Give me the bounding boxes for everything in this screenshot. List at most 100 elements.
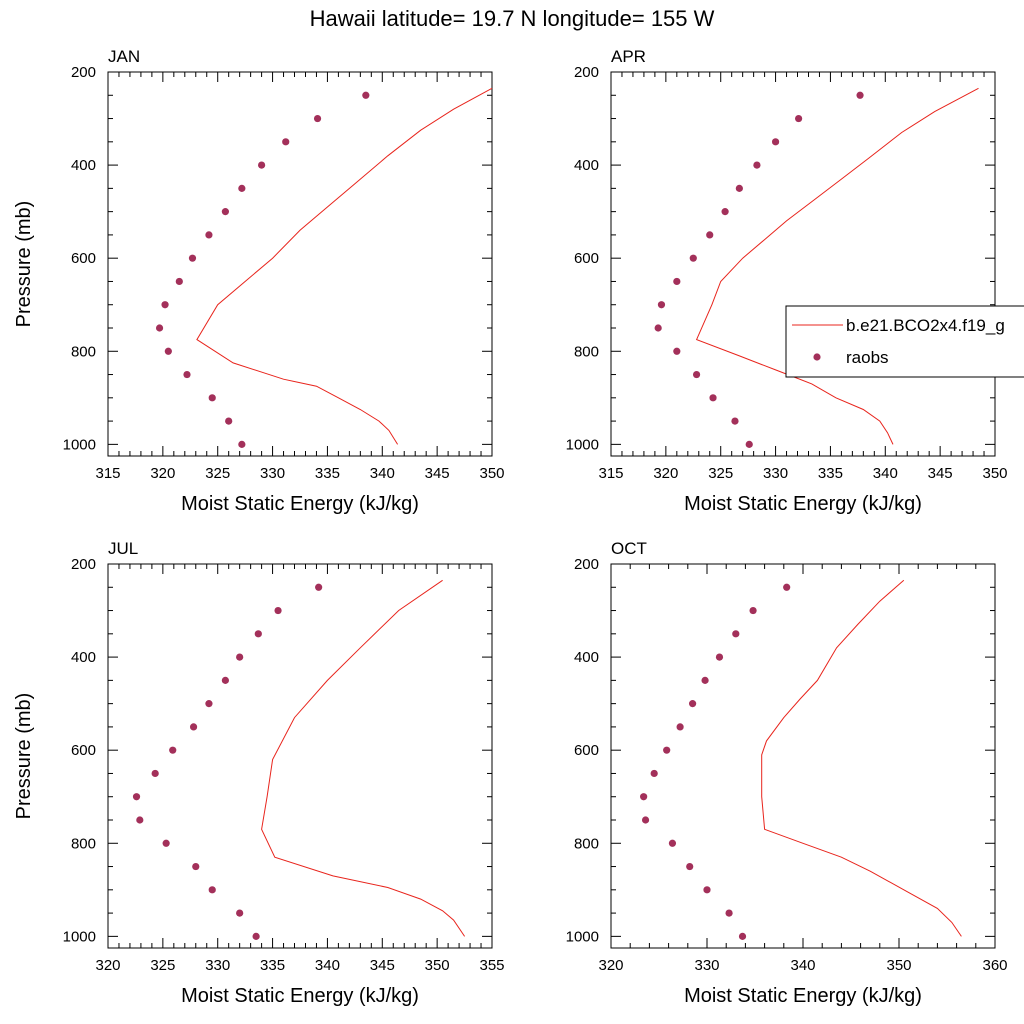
y-tick-label: 800 xyxy=(574,343,599,360)
obs-point xyxy=(221,676,229,684)
obs-point xyxy=(721,208,729,216)
y-tick-label: 1000 xyxy=(63,928,96,945)
y-tick-label: 400 xyxy=(574,157,599,174)
obs-point xyxy=(175,277,183,286)
x-tick-label: 345 xyxy=(928,465,953,482)
obs-point xyxy=(208,886,216,894)
x-axis-label: Moist Static Energy (kJ/kg) xyxy=(684,493,922,515)
obs-point xyxy=(654,324,662,332)
obs-point xyxy=(238,184,246,192)
x-tick-label: 340 xyxy=(873,465,898,482)
obs-point xyxy=(783,583,791,591)
obs-point xyxy=(668,839,677,847)
panel-apr: APR 315 320 325 330 335 340 345 350 200 400 600 800 1… xyxy=(566,47,1008,515)
obs-point xyxy=(282,138,290,146)
plot-frame xyxy=(107,71,493,457)
obs-point xyxy=(362,91,370,99)
legend-model-label: b.e21.BCO2x4.f19_g xyxy=(846,316,1005,335)
obs-point xyxy=(753,161,761,169)
plot-frame xyxy=(107,563,493,949)
obs-point xyxy=(189,723,198,731)
obs-point xyxy=(136,816,144,824)
x-tick-label: 340 xyxy=(790,957,815,974)
x-tick-label: 330 xyxy=(763,465,788,482)
obs-point xyxy=(236,653,244,661)
x-tick-label: 325 xyxy=(708,465,733,482)
obs-point xyxy=(169,746,177,754)
obs-point xyxy=(183,370,191,379)
obs-point xyxy=(221,208,229,216)
panels: JAN 315 320 325 330 335 340 345 350 200 400 600 800 1… xyxy=(13,47,1008,1007)
obs-point xyxy=(313,114,322,123)
x-tick-label: 345 xyxy=(370,957,395,974)
y-tick-label: 200 xyxy=(71,64,96,81)
x-axis-label: Moist Static Energy (kJ/kg) xyxy=(684,985,922,1007)
obs-point xyxy=(706,231,714,239)
obs-point xyxy=(162,839,170,847)
obs-point xyxy=(161,301,169,309)
y-axis-label: Pressure (mb) xyxy=(13,693,35,820)
x-tick-label: 330 xyxy=(694,957,719,974)
x-tick-label: 335 xyxy=(315,465,340,482)
obs-point xyxy=(673,277,681,286)
x-tick-label: 350 xyxy=(425,957,450,974)
y-tick-label: 600 xyxy=(71,250,96,267)
obs-point xyxy=(771,138,780,146)
x-tick-label: 330 xyxy=(260,465,285,482)
panel-title: JAN xyxy=(108,47,140,66)
y-tick-label: 200 xyxy=(574,64,599,81)
obs-point xyxy=(686,862,694,871)
panel-jul: JUL 320 325 330 335 340 345 350 355 200 400 600 800 1… xyxy=(13,539,505,1007)
obs-point xyxy=(315,583,323,591)
obs-point xyxy=(205,700,213,708)
y-tick-label: 1000 xyxy=(63,436,96,453)
obs-point xyxy=(208,394,216,402)
obs-point xyxy=(731,417,739,425)
y-tick-label: 600 xyxy=(71,742,96,759)
model-line xyxy=(761,579,962,937)
obs-point xyxy=(274,606,282,615)
obs-point xyxy=(709,394,717,402)
obs-point xyxy=(745,440,753,448)
figure-title: Hawaii latitude= 19.7 N longitude= 155 W xyxy=(310,6,715,31)
panel-jan: JAN 315 320 325 330 335 340 345 350 200 400 600 800 1… xyxy=(13,47,505,515)
obs-point xyxy=(725,909,733,917)
x-tick-label: 355 xyxy=(479,957,504,974)
obs-point xyxy=(703,886,711,894)
obs-point xyxy=(676,723,684,731)
obs-point xyxy=(663,746,671,754)
x-axis-label: Moist Static Energy (kJ/kg) xyxy=(181,493,419,515)
obs-point xyxy=(205,231,213,239)
obs-point xyxy=(701,676,709,684)
y-tick-label: 800 xyxy=(71,835,96,852)
x-tick-label: 330 xyxy=(205,957,230,974)
legend: b.e21.BCO2x4.f19_g raobs xyxy=(785,305,1024,378)
obs-point xyxy=(692,370,701,379)
obs-point xyxy=(640,793,648,801)
x-tick-label: 320 xyxy=(95,957,120,974)
panel-title: JUL xyxy=(108,539,138,558)
x-tick-label: 335 xyxy=(260,957,285,974)
y-tick-label: 600 xyxy=(574,742,599,759)
obs-point xyxy=(749,606,757,615)
obs-point xyxy=(650,769,658,778)
x-tick-label: 320 xyxy=(150,465,175,482)
x-tick-label: 360 xyxy=(982,957,1007,974)
obs-point xyxy=(254,630,262,638)
x-tick-label: 325 xyxy=(150,957,175,974)
y-tick-label: 1000 xyxy=(566,436,599,453)
obs-point xyxy=(689,254,697,262)
y-tick-label: 200 xyxy=(574,556,599,573)
obs-point xyxy=(192,862,200,871)
x-tick-label: 320 xyxy=(598,957,623,974)
obs-point xyxy=(732,630,740,638)
y-tick-label: 400 xyxy=(574,649,599,666)
plot-frame xyxy=(610,563,996,949)
y-tick-label: 400 xyxy=(71,649,96,666)
model-line xyxy=(261,579,466,937)
panel-title: APR xyxy=(611,47,646,66)
obs-point xyxy=(795,114,803,123)
x-tick-label: 325 xyxy=(205,465,230,482)
model-line xyxy=(196,87,493,445)
obs-point xyxy=(188,254,197,262)
